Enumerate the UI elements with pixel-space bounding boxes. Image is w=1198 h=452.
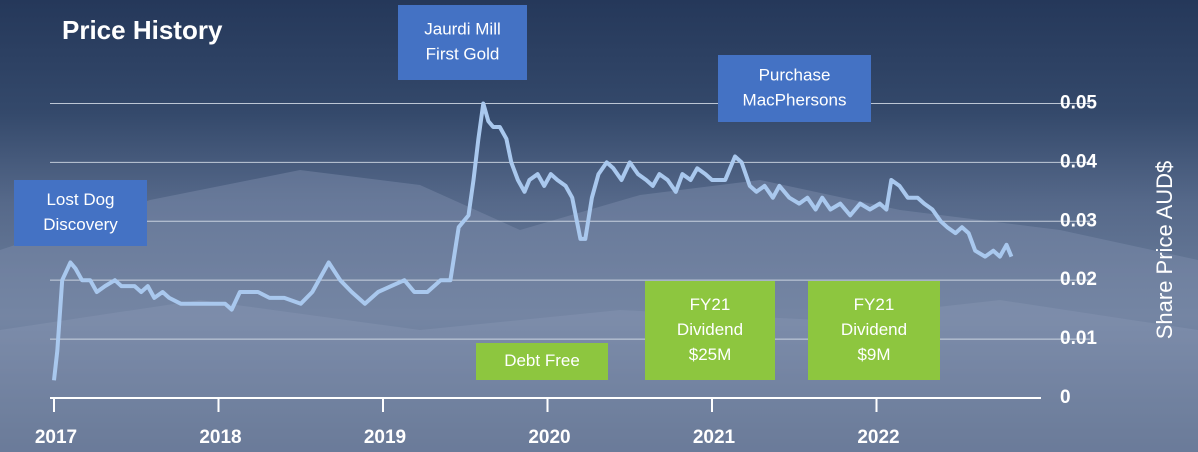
chart-title: Price History (62, 15, 223, 45)
y-tick-label: 0.02 (1060, 269, 1097, 290)
annotation-text: Lost Dog (46, 190, 114, 209)
y-tick-label: 0.03 (1060, 210, 1097, 231)
x-tick-label: 2017 (35, 427, 77, 448)
y-axis-label: Share Price AUD$ (1152, 161, 1177, 340)
annotation-text: MacPhersons (743, 90, 847, 109)
x-tick-label: 2019 (364, 427, 406, 448)
annotation-text: Jaurdi Mill (424, 19, 501, 38)
y-tick-label: 0.05 (1060, 92, 1097, 113)
chart: Price History Share Price AUD$ 0 0.01 0.02… (0, 0, 1198, 452)
y-tick-label: 0.04 (1060, 151, 1097, 172)
x-tick-label: 2022 (857, 427, 899, 448)
annotation: FY21 Dividend $9M (808, 281, 940, 380)
annotation-text: Debt Free (504, 351, 580, 370)
annotation-text: FY21 (854, 295, 895, 314)
annotation-text: Discovery (43, 215, 118, 234)
annotation-text: Purchase (759, 65, 831, 84)
x-tick-label: 2018 (199, 427, 241, 448)
y-tick-label: 0.01 (1060, 328, 1097, 349)
y-tick-label: 0 (1060, 387, 1071, 408)
annotation: Lost Dog Discovery (14, 180, 147, 246)
annotation: Jaurdi Mill First Gold (398, 5, 527, 80)
x-tick-label: 2021 (693, 427, 736, 448)
annotation: FY21 Dividend $25M (645, 281, 775, 380)
annotation-text: Dividend (677, 320, 743, 339)
annotation-text: $9M (857, 345, 890, 364)
annotation: Purchase MacPhersons (718, 55, 871, 122)
annotation: Debt Free (476, 343, 608, 380)
annotation-text: Dividend (841, 320, 907, 339)
annotation-text: First Gold (426, 44, 500, 63)
annotation-text: FY21 (690, 295, 731, 314)
annotation-text: $25M (689, 345, 732, 364)
annotation-box (398, 5, 527, 80)
x-tick-label: 2020 (528, 427, 570, 448)
